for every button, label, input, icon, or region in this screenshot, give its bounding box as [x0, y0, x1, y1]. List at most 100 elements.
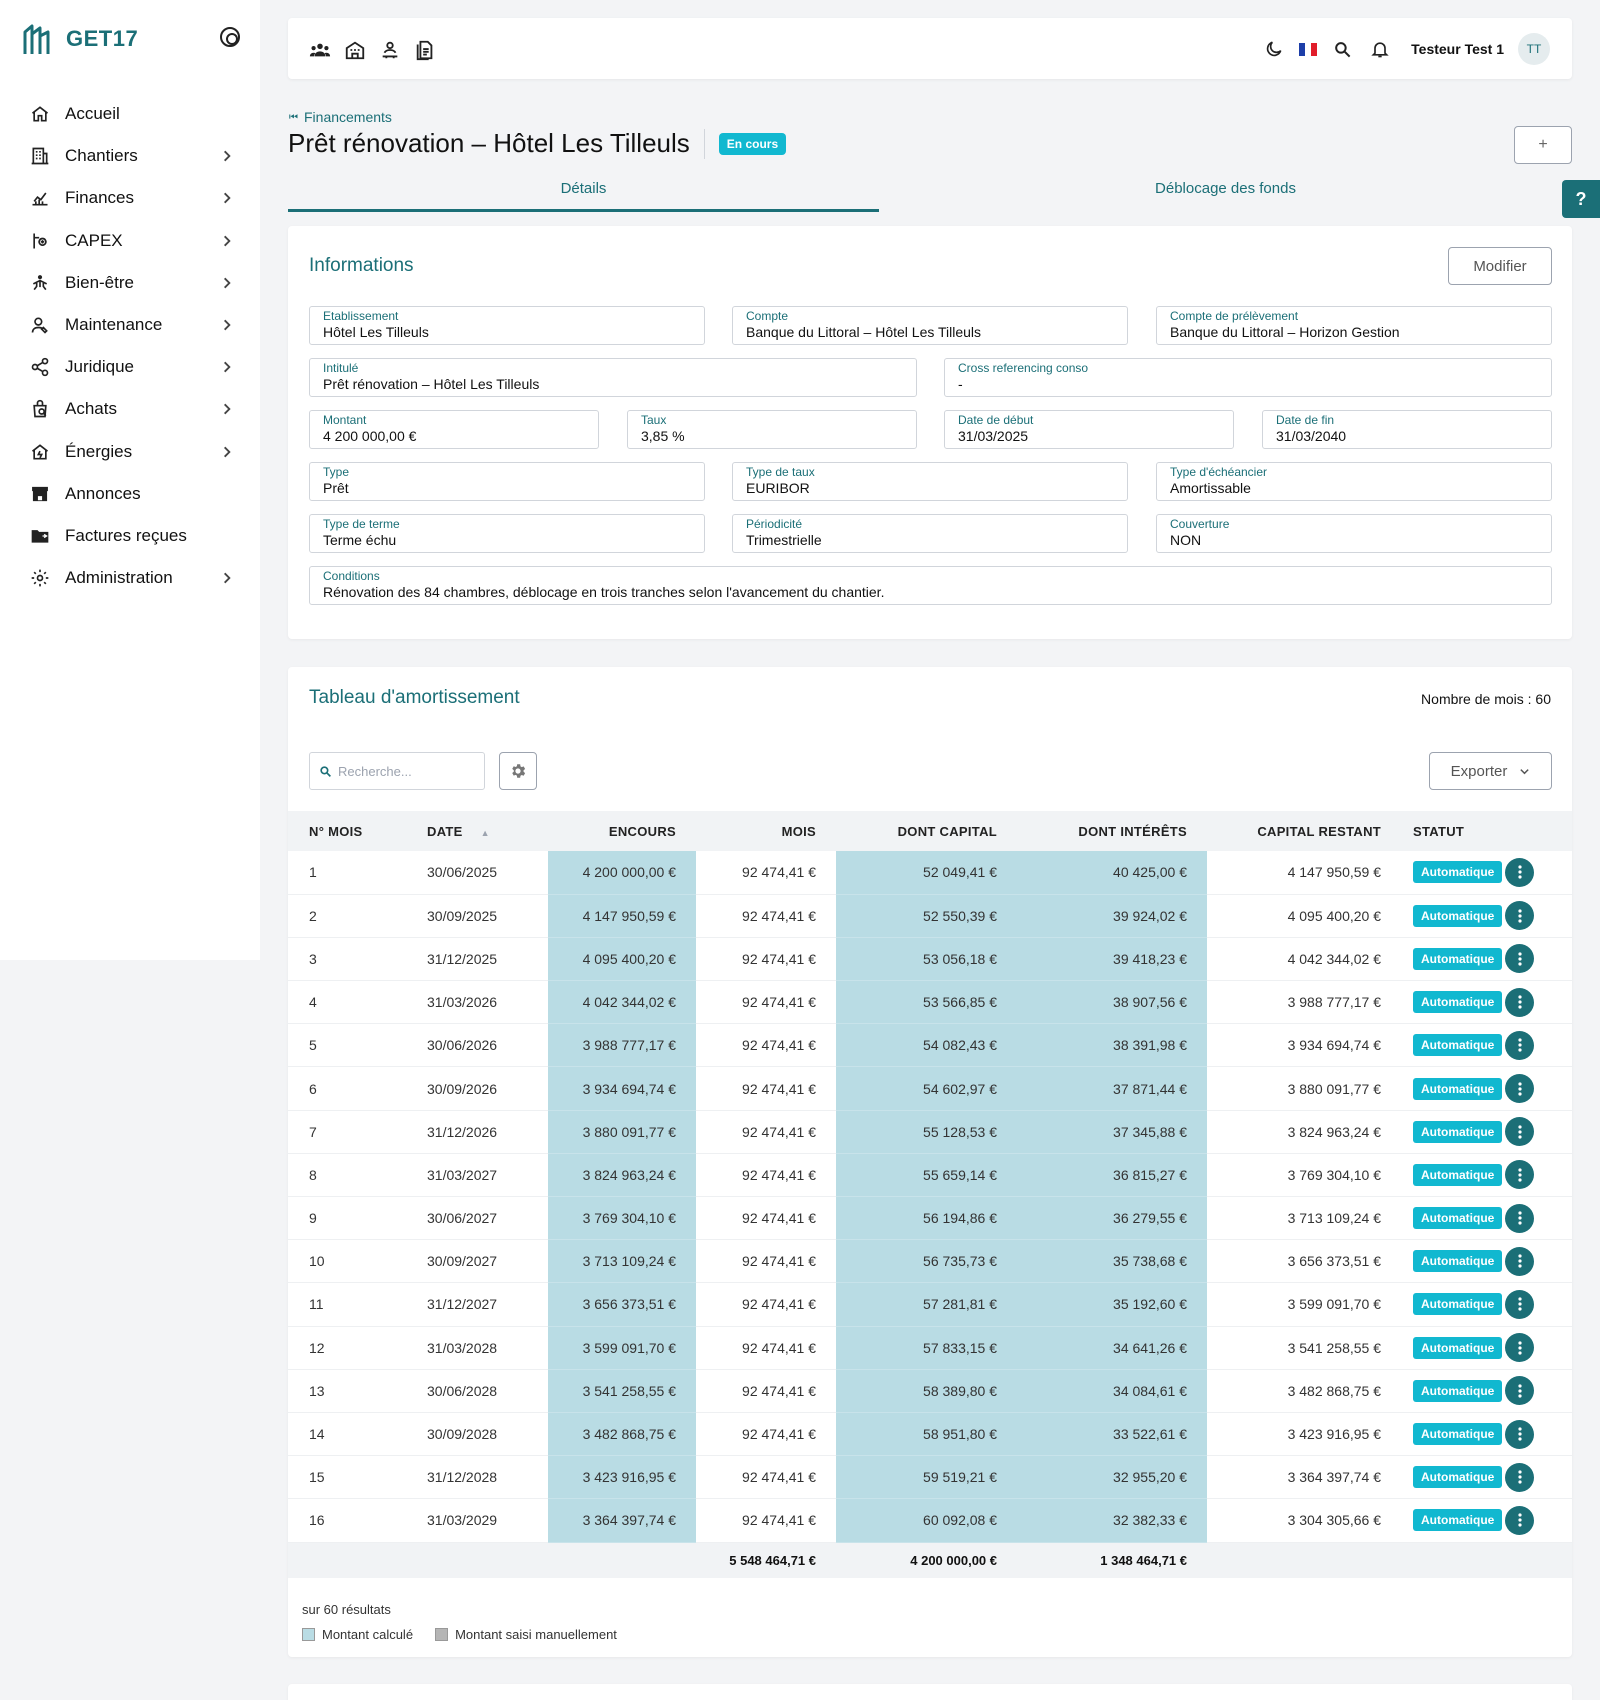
row-menu-button[interactable]: [1505, 857, 1534, 887]
users-icon[interactable]: [308, 38, 331, 61]
search-icon[interactable]: [1331, 38, 1354, 61]
field-conditions[interactable]: Conditions Rénovation des 84 chambres, d…: [309, 566, 1552, 605]
legend: Montant calculé Montant saisi manuelleme…: [302, 1627, 617, 1642]
sidebar-item-capex[interactable]: CAPEX: [0, 220, 260, 262]
field-taux[interactable]: Taux 3,85 %: [627, 410, 917, 449]
sidebar-item-maintenance[interactable]: Maintenance: [0, 304, 260, 346]
field-intitule[interactable]: Intitulé Prêt rénovation – Hôtel Les Til…: [309, 358, 917, 397]
sidebar-item-energies[interactable]: Énergies: [0, 431, 260, 473]
export-button[interactable]: Exporter: [1429, 752, 1552, 790]
row-menu-button[interactable]: [1505, 1203, 1534, 1233]
field-type-terme[interactable]: Type de terme Terme échu: [309, 514, 705, 553]
sidebar-item-accueil[interactable]: Accueil: [0, 93, 260, 135]
field-periodicite[interactable]: Périodicité Trimestrielle: [732, 514, 1128, 553]
sidebar-toggle-icon[interactable]: [220, 27, 240, 47]
row-menu-button[interactable]: [1505, 987, 1534, 1017]
search-icon: [320, 765, 331, 777]
field-compte[interactable]: Compte Banque du Littoral – Hôtel Les Ti…: [732, 306, 1128, 345]
cell-statut: Automatique: [1401, 1369, 1505, 1413]
sidebar-item-bien-etre[interactable]: Bien-être: [0, 262, 260, 304]
sidebar-item-finances[interactable]: Finances: [0, 177, 260, 219]
totals-empty: [1207, 1542, 1401, 1578]
col-header-encours[interactable]: ENCOURS: [608, 823, 676, 839]
sidebar-item-juridique[interactable]: Juridique: [0, 346, 260, 388]
amortissement-table: N° MOIS DATE ▲ ENCOURS MOIS DONT CAPITAL …: [288, 811, 1572, 1578]
dark-mode-icon[interactable]: [1262, 38, 1285, 61]
field-date-debut[interactable]: Date de début 31/03/2025: [944, 410, 1234, 449]
field-type-echeancier[interactable]: Type d'échéancier Amortissable: [1156, 462, 1552, 501]
cell-date: 31/12/2025: [418, 937, 548, 982]
more-vertical-icon: [1517, 1384, 1522, 1398]
totals-empty: [418, 1542, 548, 1578]
field-compte-prelevement[interactable]: Compte de prélèvement Banque du Littoral…: [1156, 306, 1552, 345]
legend-label: Montant saisi manuellement: [455, 1627, 617, 1642]
row-menu-button[interactable]: [1505, 901, 1534, 931]
row-menu-button[interactable]: [1505, 1246, 1534, 1276]
user-name[interactable]: Testeur Test 1: [1411, 41, 1504, 57]
row-menu-button[interactable]: [1505, 1462, 1534, 1492]
tab-details[interactable]: Détails: [288, 180, 879, 212]
cell-dont-capital: 52 550,39 €: [836, 894, 1017, 938]
col-header-dont-interets[interactable]: DONT INTÉRÊTS: [1078, 823, 1187, 839]
cell-encours: 3 423 916,95 €: [548, 1455, 696, 1500]
col-header-statut[interactable]: STATUT: [1413, 823, 1465, 839]
field-date-fin[interactable]: Date de fin 31/03/2040: [1262, 410, 1552, 449]
chevron-right-icon: [220, 402, 234, 416]
search-field[interactable]: [309, 752, 485, 790]
field-couverture[interactable]: Couverture NON: [1156, 514, 1552, 553]
hotel-building-icon[interactable]: [343, 38, 366, 61]
informations-card: Informations Modifier Etablissement Hôte…: [288, 226, 1572, 639]
french-flag-icon[interactable]: [1299, 42, 1318, 56]
col-header-capital-restant[interactable]: CAPITAL RESTANT: [1257, 823, 1381, 839]
cell-statut: Automatique: [1401, 1110, 1505, 1154]
status-badge: Automatique: [1413, 1120, 1503, 1143]
row-menu-button[interactable]: [1505, 1289, 1534, 1319]
notification-bell-icon[interactable]: [1368, 38, 1391, 61]
add-button[interactable]: +: [1514, 126, 1572, 164]
row-menu-button[interactable]: [1505, 1160, 1534, 1190]
row-menu-button[interactable]: [1505, 944, 1534, 974]
field-label: Couverture: [1170, 517, 1230, 531]
field-type-taux[interactable]: Type de taux EURIBOR: [732, 462, 1128, 501]
person-desk-icon[interactable]: [378, 38, 401, 61]
cell-dont-capital: 53 056,18 €: [836, 937, 1017, 982]
field-type[interactable]: Type Prêt: [309, 462, 705, 501]
sidebar-item-administration[interactable]: Administration: [0, 557, 260, 599]
field-cross-referencing[interactable]: Cross referencing conso -: [944, 358, 1552, 397]
col-header-date[interactable]: DATE ▲: [427, 823, 490, 839]
breadcrumb-financements[interactable]: Financements: [304, 109, 392, 125]
search-input[interactable]: [338, 763, 478, 779]
cell-dont-interets: 40 425,00 €: [1017, 851, 1207, 895]
col-header-num-mois[interactable]: N° MOIS: [309, 823, 363, 839]
tab-deblocage-fonds[interactable]: Déblocage des fonds: [1155, 180, 1296, 197]
row-menu-button[interactable]: [1505, 1117, 1534, 1147]
table-row: 13 30/06/2028 3 541 258,55 €92 474,41 €58 …: [288, 1369, 1572, 1413]
breadcrumb[interactable]: ⏮ Financements: [289, 109, 392, 125]
avatar[interactable]: TT: [1518, 33, 1550, 65]
row-menu-button[interactable]: [1505, 1505, 1534, 1535]
row-menu-button[interactable]: [1505, 1074, 1534, 1104]
cell-capital-restant: 3 541 258,55 €: [1207, 1326, 1401, 1370]
help-button[interactable]: ?: [1562, 180, 1600, 218]
sidebar-item-chantiers[interactable]: Chantiers: [0, 135, 260, 177]
field-label: Etablissement: [323, 309, 399, 323]
modifier-button[interactable]: Modifier: [1448, 247, 1552, 285]
field-montant[interactable]: Montant 4 200 000,00 €: [309, 410, 599, 449]
row-menu-button[interactable]: [1505, 1376, 1534, 1406]
brand[interactable]: GET17: [22, 22, 138, 56]
document-icon[interactable]: [413, 38, 436, 61]
cell-statut: Automatique: [1401, 1239, 1505, 1284]
column-settings-button[interactable]: [499, 752, 537, 790]
sidebar-item-annonces[interactable]: Annonces: [0, 473, 260, 515]
field-value: Amortissable: [1170, 480, 1251, 496]
col-header-dont-capital[interactable]: DONT CAPITAL: [897, 823, 997, 839]
cell-dont-interets: 33 522,61 €: [1017, 1412, 1207, 1457]
field-etablissement[interactable]: Etablissement Hôtel Les Tilleuls: [309, 306, 705, 345]
row-menu-button[interactable]: [1505, 1333, 1534, 1363]
sidebar-item-achats[interactable]: Achats: [0, 388, 260, 430]
row-menu-button[interactable]: [1505, 1030, 1534, 1060]
row-menu-button[interactable]: [1505, 1419, 1534, 1449]
chevron-right-icon: [220, 318, 234, 332]
col-header-mois[interactable]: MOIS: [781, 823, 816, 839]
sidebar-item-factures-recues[interactable]: Factures reçues: [0, 515, 260, 557]
